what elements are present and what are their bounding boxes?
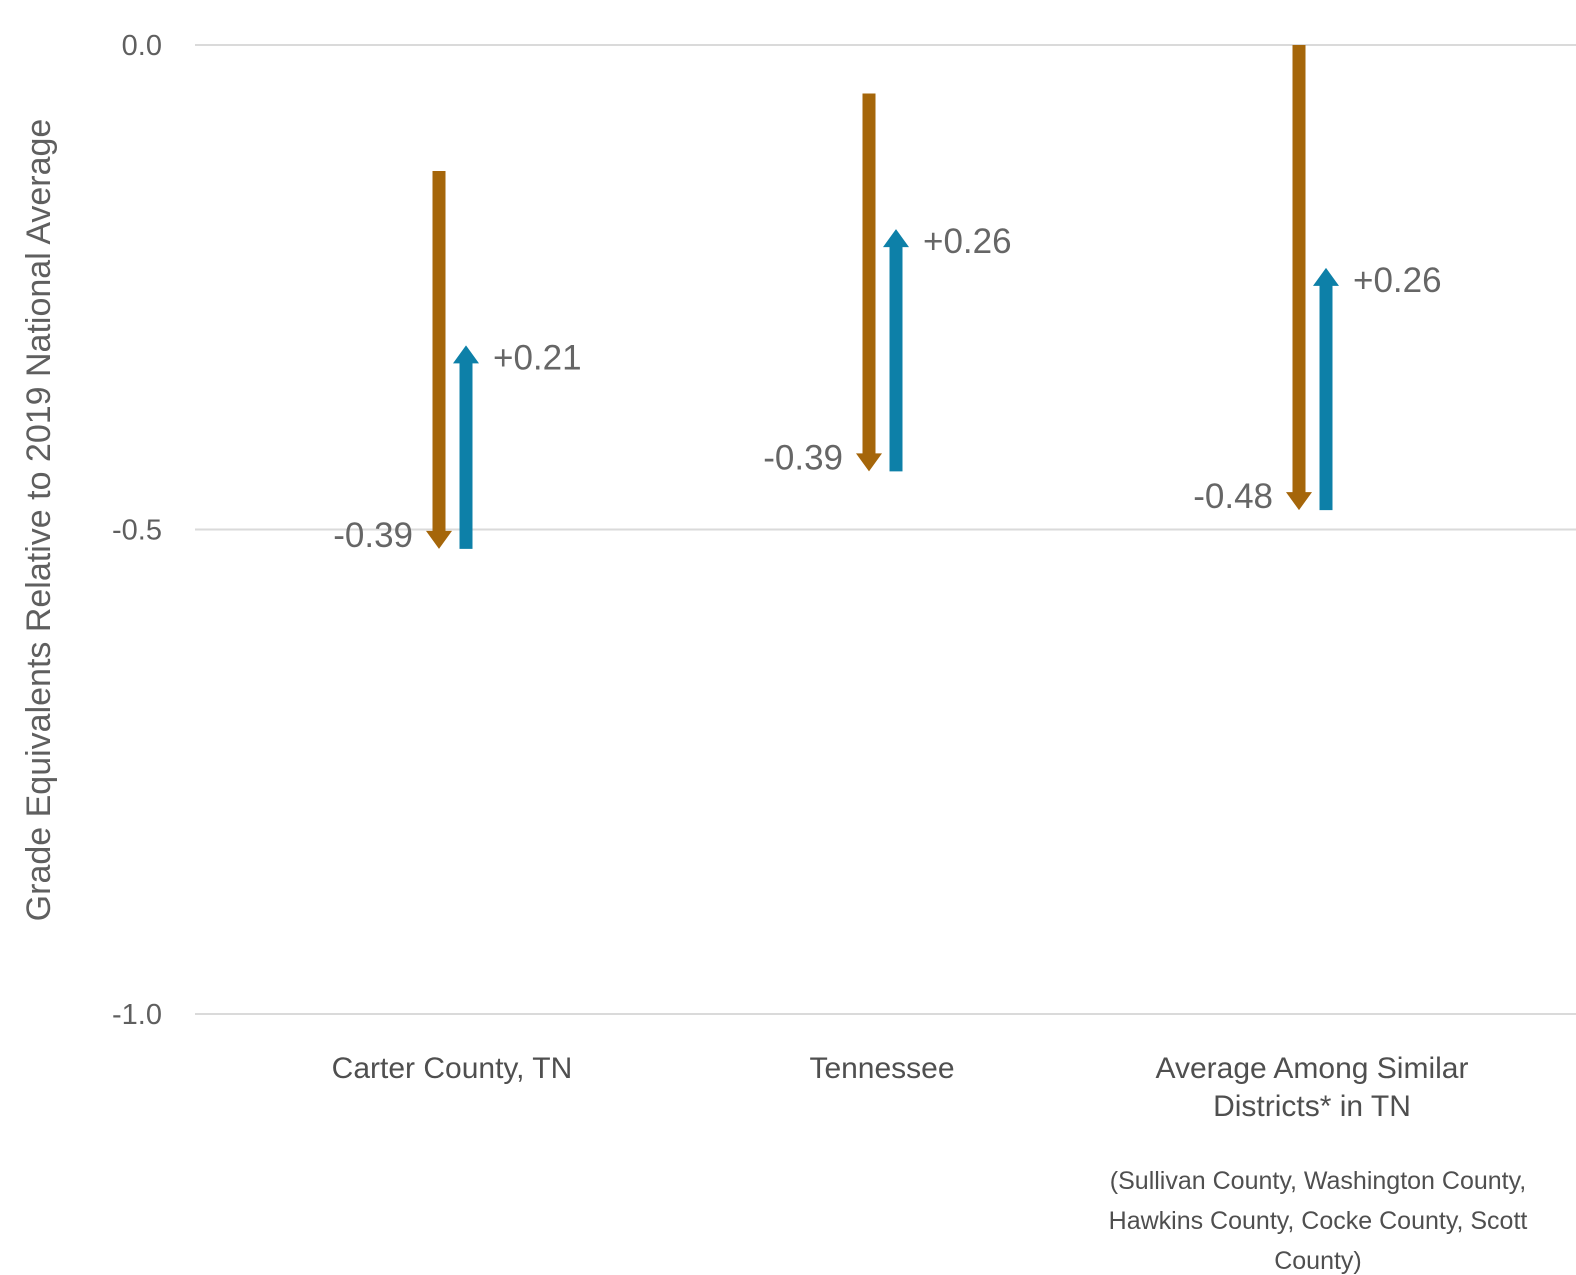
category-label: Districts* in TN [1213, 1090, 1411, 1123]
footnote-line: County) [1274, 1247, 1362, 1275]
decline-arrow [1286, 45, 1312, 511]
recovery-value-label: +0.21 [493, 338, 582, 377]
recovery-value-label: +0.26 [1353, 261, 1442, 300]
y-tick-label: -0.5 [112, 515, 162, 547]
decline-arrow [856, 93, 882, 472]
decline-arrow [426, 170, 452, 549]
recovery-arrow [883, 229, 909, 472]
footnote-line: (Sullivan County, Washington County, [1110, 1167, 1526, 1195]
recovery-arrow [1313, 267, 1339, 511]
recovery-value-label: +0.26 [923, 222, 1012, 261]
recovery-arrow [453, 345, 479, 549]
y-tick-label: -1.0 [112, 999, 162, 1031]
category-label: Carter County, TN [332, 1052, 573, 1085]
y-axis-label: Grade Equivalents Relative to 2019 Natio… [20, 119, 58, 922]
category-labels: Carter County, TN Tennessee Average Among … [332, 1052, 1469, 1123]
decline-value-label: -0.39 [763, 438, 843, 477]
footnote: (Sullivan County, Washington County, Hawk… [1109, 1167, 1528, 1275]
category-label: Average Among Similar [1156, 1052, 1469, 1085]
category-label: Tennessee [809, 1052, 954, 1085]
footnote-line: Hawkins County, Cocke County, Scott [1109, 1207, 1528, 1235]
arrows: -0.39 +0.21 -0.39 +0.26 -0.48 +0.26 [333, 45, 1442, 555]
decline-value-label: -0.39 [333, 516, 413, 555]
gridlines [195, 44, 1576, 1015]
decline-value-label: -0.48 [1193, 477, 1273, 516]
y-tick-label: 0.0 [122, 30, 162, 62]
y-axis-ticks: 0.0 -0.5 -1.0 [112, 30, 162, 1031]
